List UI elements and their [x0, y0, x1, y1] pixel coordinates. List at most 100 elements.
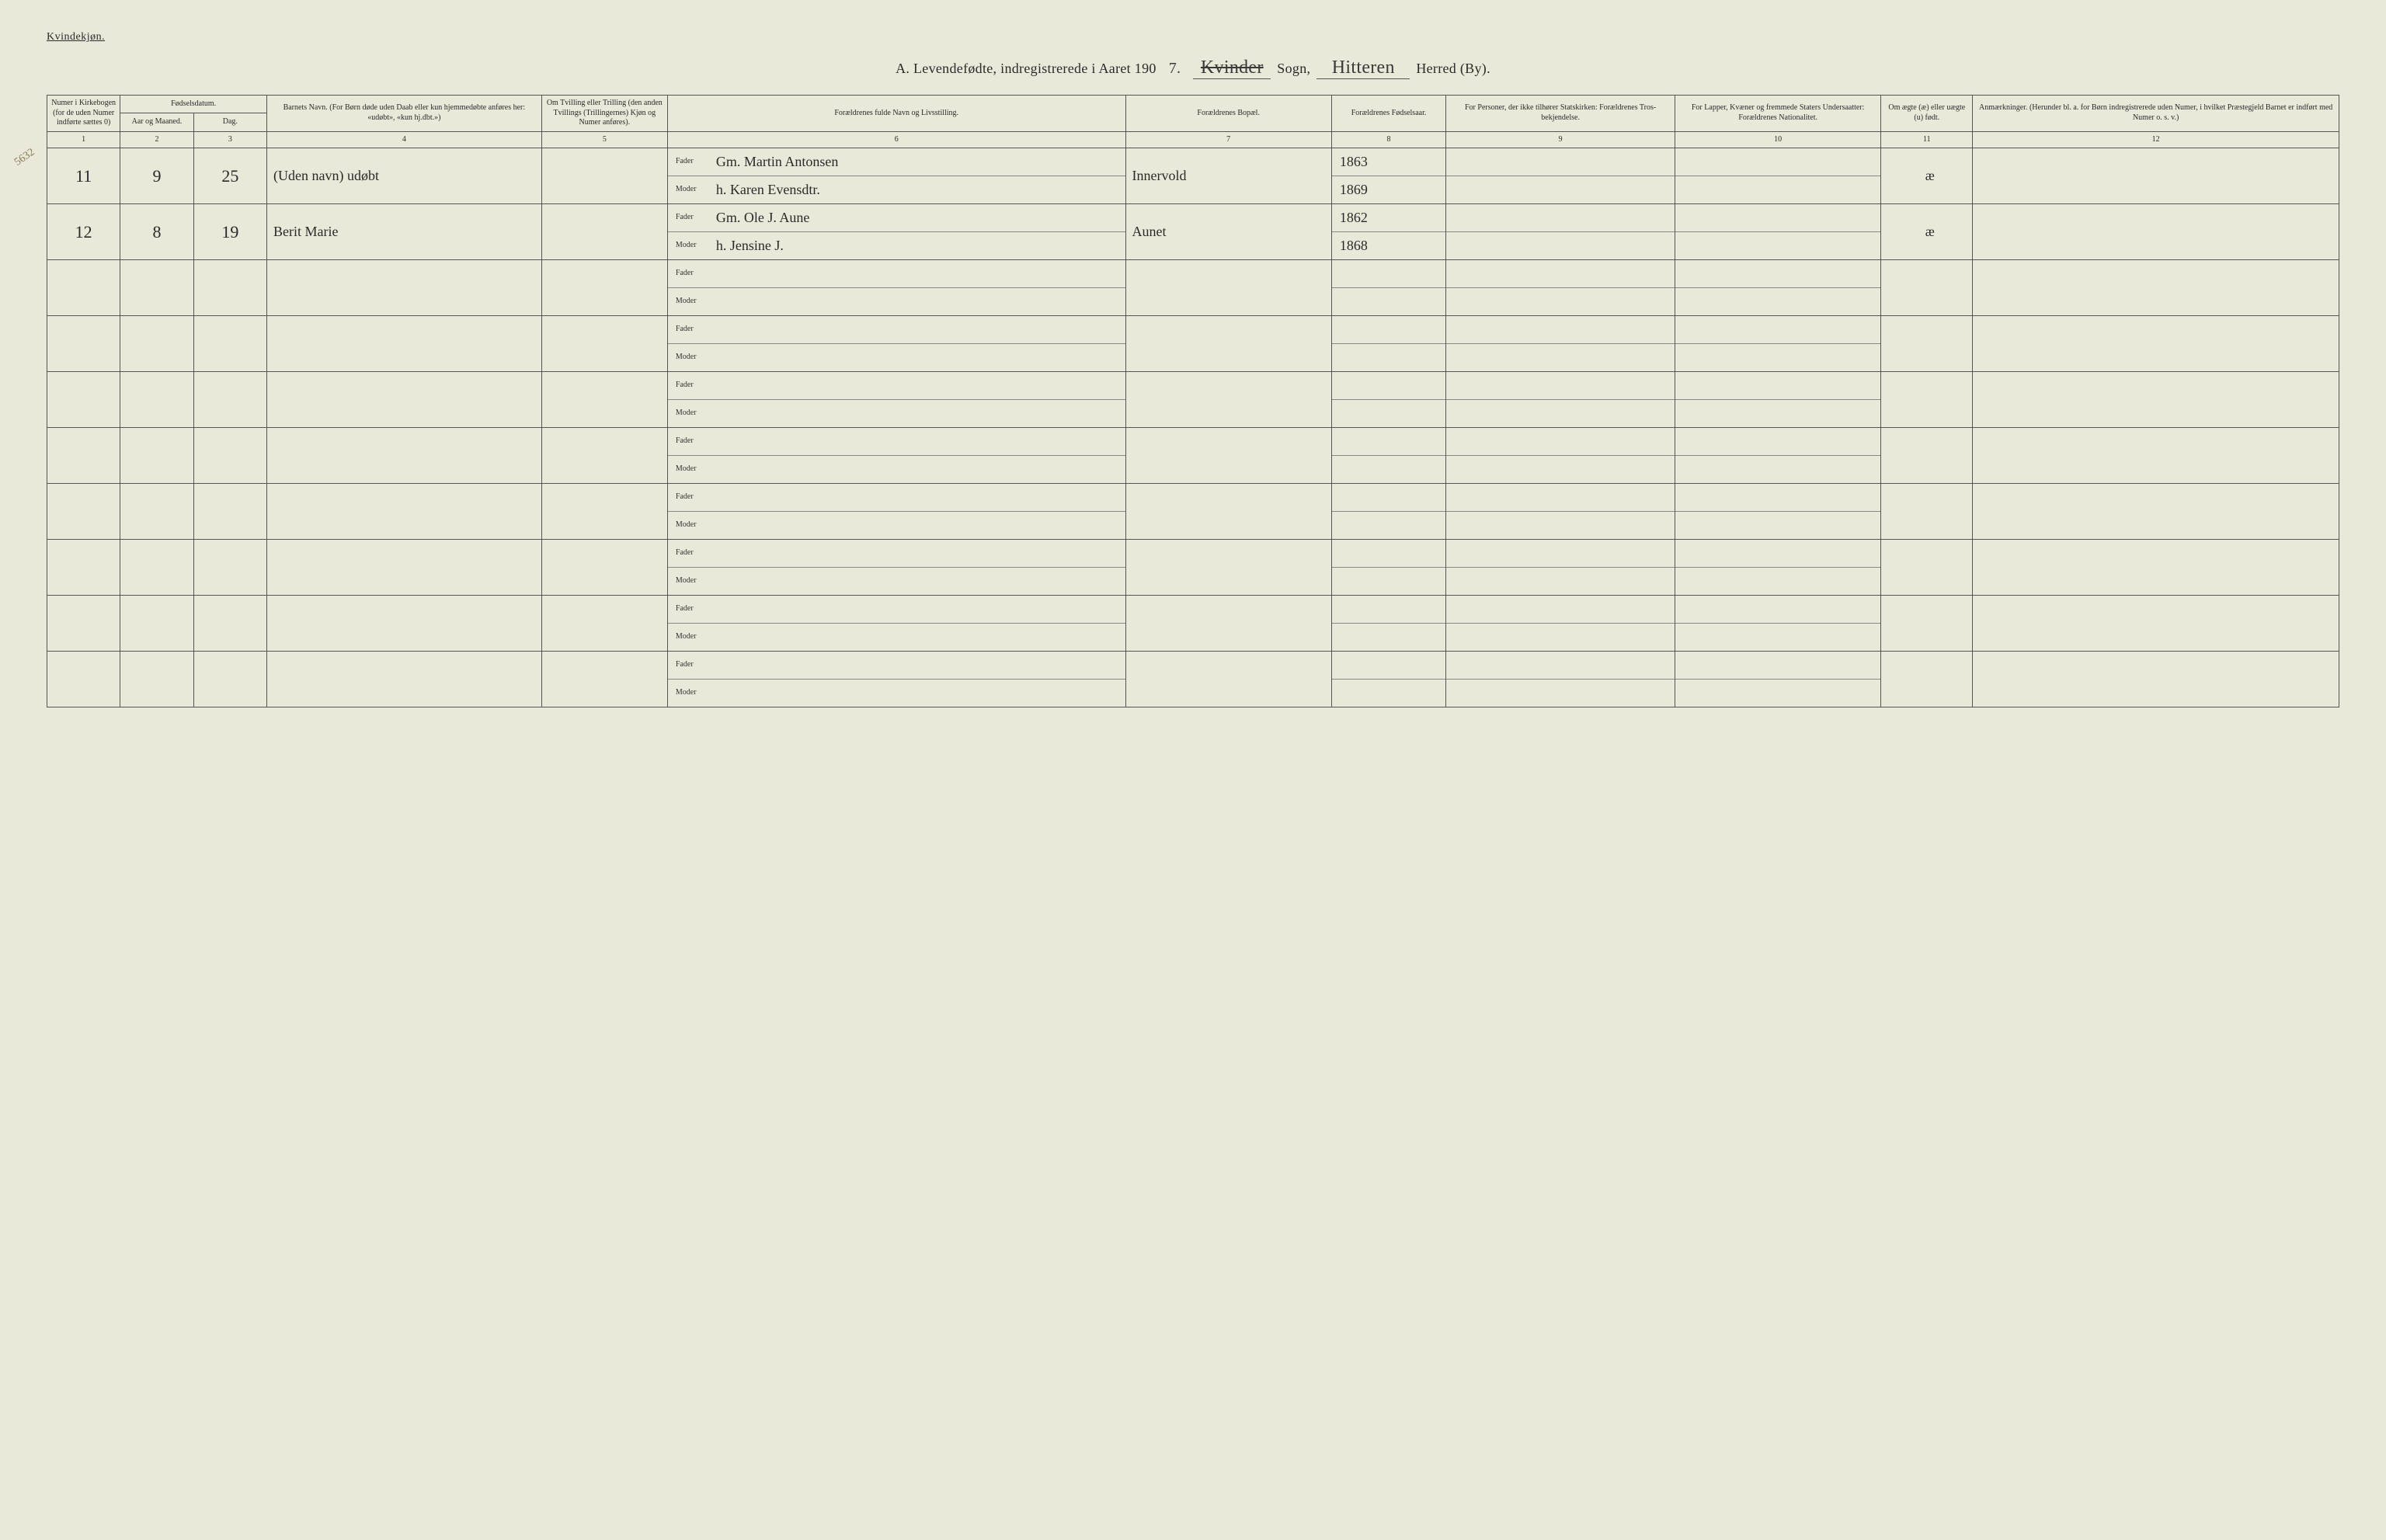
register-page: 5632 Kvindekjøn. A. Levendefødte, indreg… — [47, 31, 2339, 730]
cell — [193, 372, 266, 428]
fader-year: 1862 — [1340, 209, 1368, 227]
col-header-5: Om Tvilling eller Trilling (den anden Tv… — [541, 96, 667, 132]
cell — [1675, 484, 1881, 540]
bopel-cell — [1125, 316, 1331, 372]
cell: (Uden navn) udøbt — [266, 148, 541, 204]
moder-label: Moder — [676, 297, 707, 307]
fader-label: Fader — [676, 548, 707, 558]
sogn-value: Hitteren — [1316, 57, 1410, 79]
parents-cell: Fader Moder — [667, 260, 1125, 316]
parents-cell: FaderGm. Ole J. AuneModerh. Jensine J. — [667, 204, 1125, 260]
parents-cell: Fader Moder — [667, 484, 1125, 540]
sogn-label: Sogn, — [1277, 61, 1310, 77]
colnum: 1 — [47, 131, 120, 148]
cell — [47, 596, 120, 652]
parents-cell: FaderGm. Martin AntonsenModerh. Karen Ev… — [667, 148, 1125, 204]
table-row: 12819Berit MarieFaderGm. Ole J. AuneMode… — [47, 204, 2339, 260]
column-numbers-row: 1 2 3 4 5 6 7 8 9 10 11 12 — [47, 131, 2339, 148]
colnum: 10 — [1675, 131, 1881, 148]
remarks-cell — [1973, 316, 2339, 372]
cell — [1675, 316, 1881, 372]
table-row: FaderModer — [47, 652, 2339, 707]
table-row: 11925(Uden navn) udøbtFaderGm. Martin An… — [47, 148, 2339, 204]
legit-cell — [1881, 652, 1973, 707]
cell — [193, 484, 266, 540]
cell — [541, 148, 667, 204]
col-header-3: Dag. — [193, 113, 266, 131]
cell — [1446, 372, 1675, 428]
cell — [266, 428, 541, 484]
cell — [193, 316, 266, 372]
title-prefix: A. Levendefødte, indregistrerede i Aaret… — [896, 61, 1156, 77]
cell — [193, 260, 266, 316]
cell — [120, 260, 193, 316]
remarks-cell — [1973, 652, 2339, 707]
cell — [541, 540, 667, 596]
years-cell — [1331, 260, 1445, 316]
cell: 9 — [120, 148, 193, 204]
colnum: 6 — [667, 131, 1125, 148]
table-row: Fader Moder — [47, 260, 2339, 316]
legit-cell — [1881, 260, 1973, 316]
fader-label: Fader — [676, 492, 707, 502]
fader-label: Fader — [676, 157, 707, 167]
moder-value: h. Karen Evensdtr. — [716, 181, 820, 199]
moder-label: Moder — [676, 632, 707, 642]
cell — [1446, 652, 1675, 707]
herred-label: Herred (By). — [1416, 61, 1490, 77]
cell — [266, 596, 541, 652]
years-cell — [1331, 540, 1445, 596]
years-cell: 18621868 — [1331, 204, 1445, 260]
table-row: FaderModer — [47, 540, 2339, 596]
cell — [1446, 484, 1675, 540]
cell — [1446, 540, 1675, 596]
cell — [120, 372, 193, 428]
cell — [541, 260, 667, 316]
bopel-cell — [1125, 484, 1331, 540]
legit-cell — [1881, 428, 1973, 484]
page-title: A. Levendefødte, indregistrerede i Aaret… — [47, 57, 2339, 79]
cell — [120, 540, 193, 596]
cell — [1446, 204, 1675, 260]
fader-value: Gm. Ole J. Aune — [716, 209, 810, 227]
cell — [541, 484, 667, 540]
col-header-9: For Personer, der ikke tilhører Statskir… — [1446, 96, 1675, 132]
legit-cell — [1881, 372, 1973, 428]
cell — [47, 540, 120, 596]
register-table: Numer i Kirke­bogen (for de uden Numer i… — [47, 95, 2339, 707]
col-header-4: Barnets Navn. (For Børn døde uden Daab e… — [266, 96, 541, 132]
remarks-cell — [1973, 260, 2339, 316]
cell — [266, 652, 541, 707]
colnum: 5 — [541, 131, 667, 148]
cell — [1446, 428, 1675, 484]
cell — [47, 260, 120, 316]
fader-label: Fader — [676, 660, 707, 670]
moder-label: Moder — [676, 520, 707, 530]
col-header-7: Forældrenes Bopæl. — [1125, 96, 1331, 132]
table-header: Numer i Kirke­bogen (for de uden Numer i… — [47, 96, 2339, 148]
remarks-cell — [1973, 540, 2339, 596]
cell — [266, 260, 541, 316]
colnum: 2 — [120, 131, 193, 148]
parents-cell: FaderModer — [667, 540, 1125, 596]
remarks-cell — [1973, 148, 2339, 204]
fader-label: Fader — [676, 269, 707, 279]
col-header-2: Aar og Maaned. — [120, 113, 193, 131]
cell — [1675, 148, 1881, 204]
years-cell — [1331, 484, 1445, 540]
cell — [1675, 372, 1881, 428]
cell — [541, 596, 667, 652]
years-cell — [1331, 652, 1445, 707]
cell — [1675, 260, 1881, 316]
bopel-cell: Aunet — [1125, 204, 1331, 260]
cell — [47, 652, 120, 707]
cell — [541, 372, 667, 428]
cell — [1446, 596, 1675, 652]
cell — [120, 596, 193, 652]
cell — [120, 484, 193, 540]
col-header-12: Anmærkninger. (Herunder bl. a. for Børn … — [1973, 96, 2339, 132]
years-cell — [1331, 596, 1445, 652]
colnum: 3 — [193, 131, 266, 148]
parents-cell: FaderModer — [667, 372, 1125, 428]
bopel-cell — [1125, 260, 1331, 316]
